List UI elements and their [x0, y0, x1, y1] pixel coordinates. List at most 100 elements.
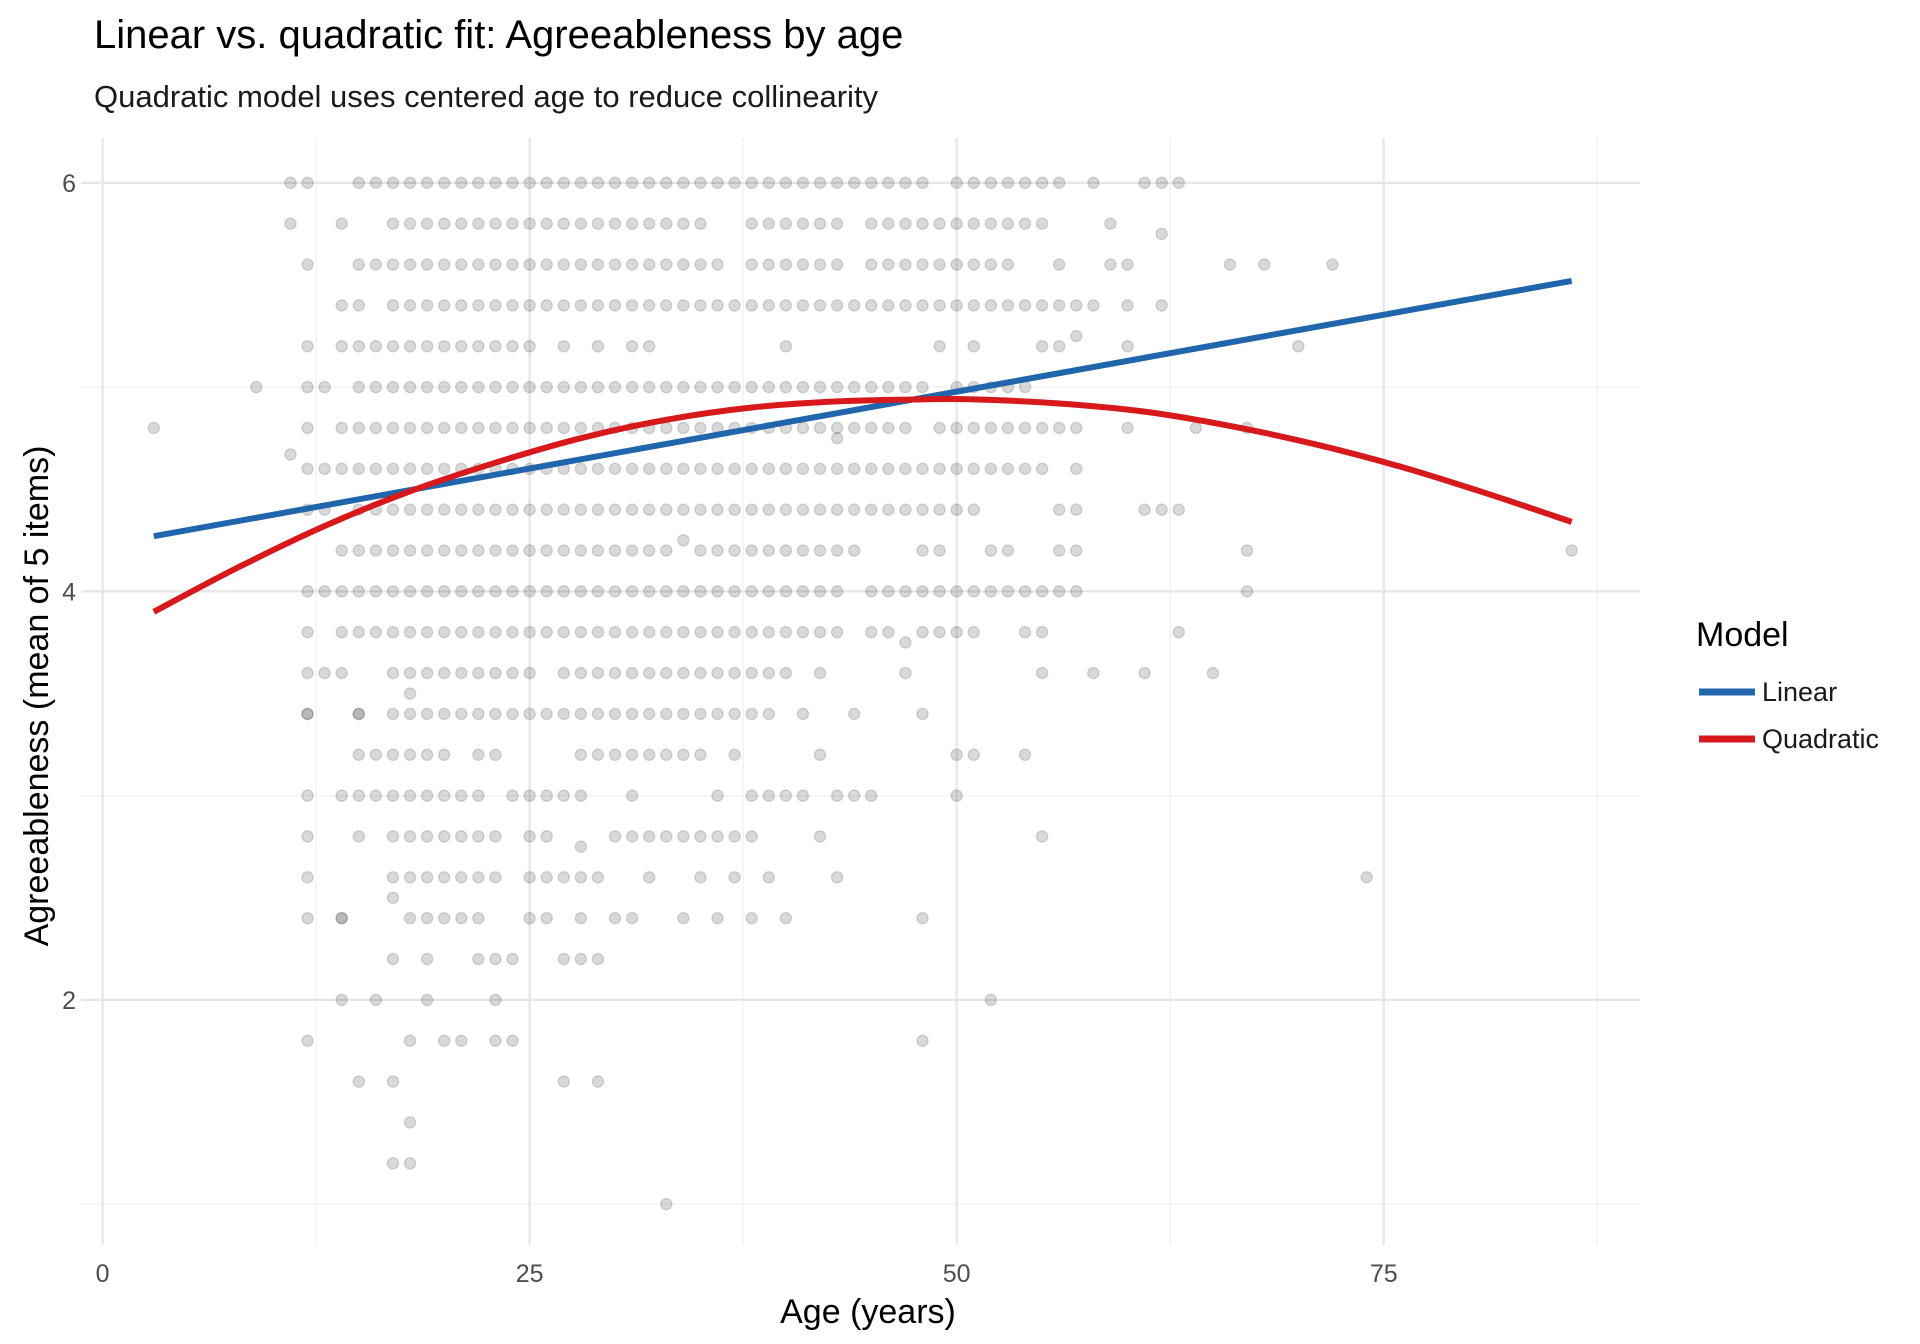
data-point	[352, 421, 366, 435]
data-point	[420, 503, 434, 516]
data-point	[1565, 544, 1578, 557]
data-point	[762, 217, 776, 231]
data-point	[386, 176, 400, 190]
x-tick-label: 50	[943, 1260, 971, 1288]
data-point	[1104, 217, 1117, 231]
data-point	[677, 299, 690, 312]
data-point	[1155, 227, 1168, 241]
data-point	[1189, 421, 1203, 435]
data-point	[933, 462, 946, 476]
data-point	[301, 707, 314, 721]
data-point	[899, 585, 912, 598]
series-line-linear	[153, 277, 1573, 540]
data-point	[352, 380, 366, 394]
data-point	[984, 585, 998, 598]
data-point	[489, 871, 502, 884]
data-point	[352, 625, 366, 639]
data-point	[1155, 503, 1168, 516]
data-point	[916, 707, 929, 721]
data-point	[728, 299, 741, 312]
data-point	[830, 503, 844, 516]
data-point	[779, 789, 793, 802]
data-point	[847, 707, 861, 721]
data-point	[847, 176, 861, 190]
data-point	[591, 666, 605, 680]
data-point	[523, 503, 536, 516]
data-point	[882, 217, 895, 231]
data-point	[1052, 585, 1066, 598]
data-point	[472, 707, 485, 721]
data-point	[916, 911, 929, 925]
data-point	[540, 176, 553, 190]
data-point	[437, 666, 451, 680]
data-point	[369, 380, 383, 394]
data-point	[523, 871, 536, 884]
data-point	[284, 217, 297, 231]
data-point	[472, 258, 485, 271]
data-point	[625, 911, 639, 925]
data-point	[728, 585, 741, 598]
data-point	[830, 258, 844, 271]
data-point	[847, 503, 861, 516]
data-point	[386, 503, 400, 516]
data-point	[642, 339, 656, 353]
data-point	[472, 544, 485, 557]
data-point	[454, 299, 468, 312]
data-point	[659, 585, 673, 598]
data-point	[916, 503, 929, 516]
data-point	[813, 299, 827, 312]
data-point	[608, 544, 622, 557]
data-point	[745, 789, 758, 802]
data-point	[472, 503, 485, 516]
data-point	[335, 911, 349, 925]
data-point	[454, 830, 468, 843]
data-point	[950, 625, 963, 639]
y-tick-label: 2	[62, 987, 76, 1015]
data-point	[779, 585, 793, 598]
data-point	[864, 421, 878, 435]
data-point	[301, 871, 314, 884]
data-point	[437, 707, 451, 721]
data-point	[403, 1034, 417, 1048]
data-point	[489, 258, 502, 271]
data-point	[301, 666, 314, 680]
data-point	[1121, 339, 1134, 353]
data-point	[933, 339, 946, 353]
data-point	[301, 380, 314, 394]
data-point	[1121, 421, 1134, 435]
data-point	[557, 666, 571, 680]
data-point	[489, 830, 502, 843]
data-point	[403, 1156, 417, 1170]
data-point	[1104, 258, 1117, 271]
data-point	[625, 462, 639, 476]
data-point	[847, 380, 861, 394]
data-point	[762, 871, 776, 884]
data-point	[472, 625, 485, 639]
data-point	[352, 462, 366, 476]
data-point	[813, 217, 827, 231]
data-point	[830, 585, 844, 598]
data-point	[950, 258, 963, 271]
data-point	[677, 217, 690, 231]
data-point	[1292, 339, 1305, 353]
data-point	[864, 299, 878, 312]
data-point	[608, 830, 622, 843]
data-point	[523, 380, 536, 394]
data-point	[403, 421, 417, 435]
data-point	[677, 534, 690, 547]
data-point	[386, 380, 400, 394]
data-point	[984, 993, 998, 1007]
data-point	[1326, 258, 1339, 271]
data-point	[437, 258, 451, 271]
data-point	[1001, 462, 1015, 476]
data-point	[523, 911, 536, 925]
data-point	[694, 258, 707, 271]
data-point	[403, 585, 417, 598]
data-point	[1001, 217, 1015, 231]
data-point	[864, 789, 878, 802]
data-point	[1069, 462, 1083, 476]
data-point	[472, 748, 485, 762]
data-point	[984, 299, 998, 312]
data-point	[625, 176, 639, 190]
data-point	[472, 789, 485, 802]
